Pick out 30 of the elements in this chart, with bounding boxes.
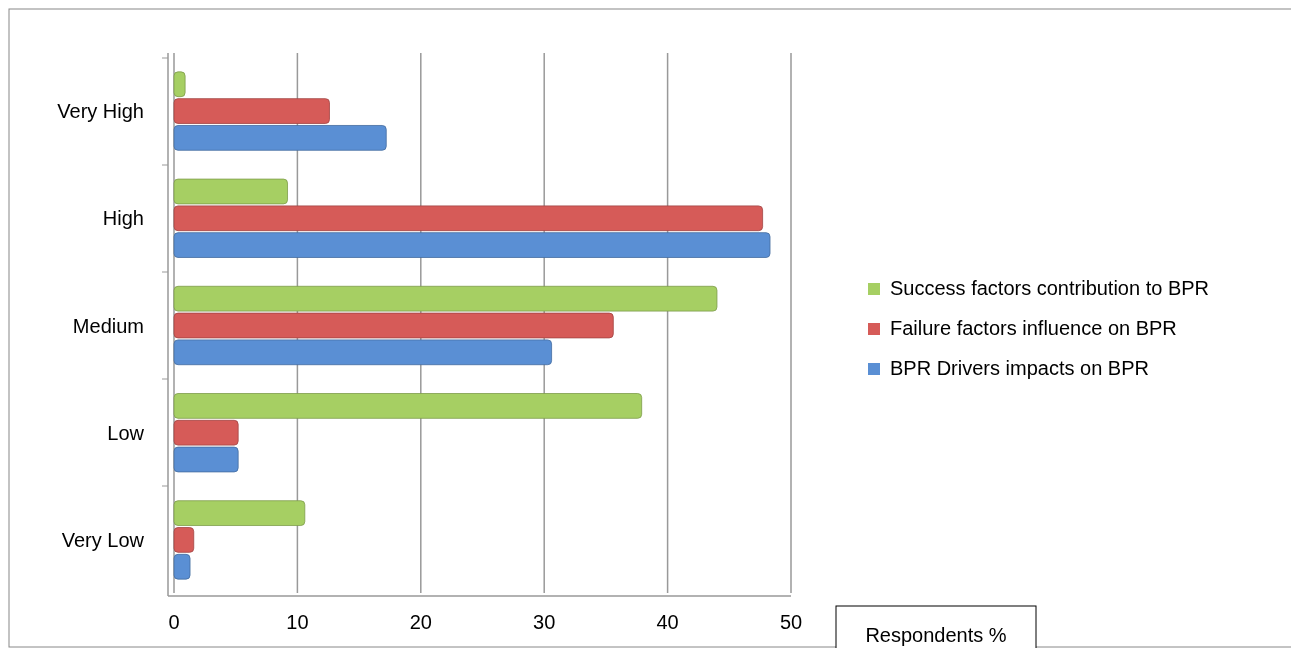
x-tick-label: 30 <box>533 611 556 633</box>
x-tick-label: 10 <box>286 611 309 633</box>
y-tick-label: Medium <box>72 314 144 337</box>
legend-label: BPR Drivers impacts on BPR <box>890 357 1149 379</box>
y-tick-label: Very High <box>57 100 144 123</box>
legend-label: Failure factors influence on BPR <box>890 317 1177 339</box>
bar <box>173 98 330 124</box>
x-tick-label: 50 <box>779 611 803 633</box>
bar <box>173 339 552 366</box>
bar <box>173 205 764 232</box>
bar <box>173 500 306 526</box>
y-tick-label: High <box>102 207 144 230</box>
bar <box>173 312 614 339</box>
bar <box>173 393 643 419</box>
bar <box>173 71 186 98</box>
bar <box>173 553 191 580</box>
x-tick-label: 0 <box>168 611 180 633</box>
bar <box>173 125 387 151</box>
bar <box>173 285 718 312</box>
x-tick-label: 40 <box>656 611 679 633</box>
bar <box>173 419 239 446</box>
bar <box>173 527 195 553</box>
legend-label: Success factors contribution to BPR <box>890 277 1210 299</box>
y-tick-label: Low <box>107 421 145 444</box>
y-tick-label: Very Low <box>61 528 145 551</box>
x-tick-label: 20 <box>409 611 432 633</box>
x-axis-title: Respondents % <box>865 624 1007 646</box>
bar <box>173 446 239 473</box>
bar <box>173 232 771 258</box>
bar <box>173 178 288 205</box>
